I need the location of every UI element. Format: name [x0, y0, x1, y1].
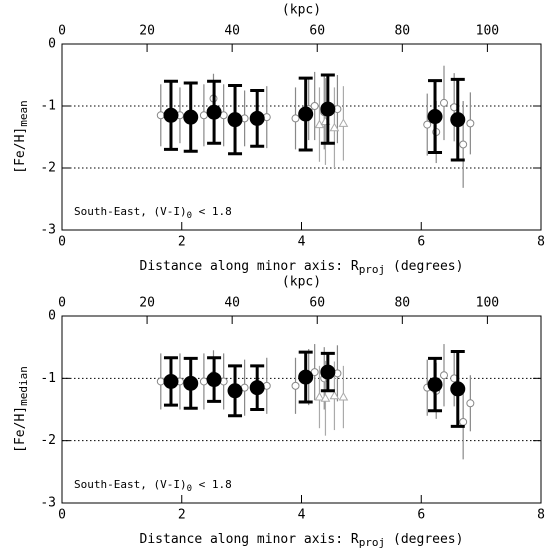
annotation-sub: 0	[187, 211, 192, 221]
filled-marker	[298, 106, 314, 122]
x-tick-label: 0	[58, 508, 66, 523]
x-tick-label: 2	[178, 235, 186, 250]
x2-tick-label: 20	[139, 24, 155, 39]
filled-marker	[183, 375, 199, 391]
annotation-end: < 1.8	[192, 478, 232, 491]
x2-tick-label: 100	[476, 296, 499, 311]
plot-frame	[61, 43, 542, 231]
x-tick-label: 4	[298, 235, 306, 250]
y-tick-label: 0	[48, 309, 56, 324]
x-tick-label: 6	[417, 508, 425, 523]
filled-marker	[183, 109, 199, 125]
filled-marker	[450, 112, 466, 128]
filled-marker	[427, 377, 443, 393]
filled-marker	[227, 383, 243, 399]
x2-tick-label: 0	[58, 24, 66, 39]
x-tick-label: 0	[58, 235, 66, 250]
open-marker	[459, 417, 468, 426]
x-tick-label: 2	[178, 508, 186, 523]
annotation: South-East, (V-I)0 < 1.8	[74, 478, 232, 494]
triangle-marker	[329, 390, 340, 400]
x-axis-label-end: (degrees)	[385, 259, 463, 274]
x2-tick-label: 20	[139, 296, 155, 311]
y-axis-label-text: [Fe/H]	[13, 127, 28, 174]
filled-marker	[249, 110, 265, 126]
y-axis-label-text: [Fe/H]	[13, 406, 28, 453]
plot-frame	[61, 315, 542, 504]
annotation-sub: 0	[187, 484, 192, 494]
x2-tick-label: 60	[309, 296, 325, 311]
filled-marker	[227, 112, 243, 128]
y-axis-label-sub: mean	[17, 100, 30, 127]
y-axis-label: [Fe/H]median	[13, 366, 31, 453]
filled-marker	[206, 104, 222, 120]
filled-marker	[427, 109, 443, 125]
x2-tick-label: 80	[394, 24, 410, 39]
open-marker	[440, 98, 449, 107]
filled-marker	[298, 369, 314, 385]
x-axis-label-text: Distance along minor axis: R	[140, 259, 359, 274]
filled-marker	[320, 101, 336, 117]
open-marker	[291, 381, 300, 390]
filled-marker	[249, 380, 265, 396]
open-marker	[440, 371, 449, 380]
annotation: South-East, (V-I)0 < 1.8	[74, 205, 232, 221]
x2-tick-label: 100	[476, 24, 499, 39]
triangle-marker	[338, 118, 349, 127]
open-marker	[199, 111, 208, 120]
x-tick-label: 6	[417, 235, 425, 250]
x2-tick-label: 40	[224, 24, 240, 39]
annotation-text: South-East, (V-I)	[74, 478, 187, 491]
annotation-text: South-East, (V-I)	[74, 205, 187, 218]
y-tick-label: -1	[40, 371, 56, 386]
filled-marker	[163, 107, 179, 123]
filled-marker	[450, 381, 466, 397]
open-marker	[156, 111, 165, 120]
x2-tick-label: 80	[394, 296, 410, 311]
triangle-marker	[314, 392, 325, 401]
annotation-end: < 1.8	[192, 205, 232, 218]
open-marker	[466, 399, 475, 408]
filled-marker	[206, 372, 222, 388]
filled-marker	[320, 364, 336, 380]
y-tick-label: -1	[40, 99, 56, 114]
x-axis-label: Distance along minor axis: Rproj (degree…	[140, 532, 464, 550]
triangle-marker	[320, 393, 331, 402]
y-tick-label: -2	[40, 161, 56, 176]
y-tick-label: -3	[40, 223, 56, 238]
x2-tick-label: 60	[309, 24, 325, 39]
x-tick-label: 8	[537, 508, 545, 523]
triangle-marker	[329, 122, 340, 132]
x-axis-label-text: Distance along minor axis: R	[140, 532, 359, 547]
open-marker	[156, 377, 165, 386]
open-marker	[459, 140, 468, 149]
y-tick-label: -2	[40, 433, 56, 448]
y-axis-label-sub: median	[17, 366, 30, 406]
open-marker	[291, 114, 300, 123]
y-tick-label: -3	[40, 496, 56, 511]
y-tick-label: 0	[48, 37, 56, 52]
x-tick-label: 8	[537, 235, 545, 250]
x-axis-label-sub: proj	[359, 536, 386, 549]
open-marker	[466, 119, 475, 128]
x-axis-label-sub: proj	[359, 263, 386, 276]
open-marker	[423, 120, 432, 129]
x2-tick-label: 40	[224, 296, 240, 311]
x2-axis-label: (kpc)	[282, 3, 321, 18]
filled-marker	[163, 373, 179, 389]
x-tick-label: 4	[298, 508, 306, 523]
x2-axis-label: (kpc)	[282, 275, 321, 290]
x-axis-label: Distance along minor axis: Rproj (degree…	[140, 259, 464, 277]
x-axis-label-end: (degrees)	[385, 532, 463, 547]
open-marker	[310, 102, 319, 110]
x2-tick-label: 0	[58, 296, 66, 311]
open-marker	[199, 377, 208, 386]
y-axis-label: [Fe/H]mean	[13, 100, 31, 173]
triangle-marker	[338, 392, 349, 401]
